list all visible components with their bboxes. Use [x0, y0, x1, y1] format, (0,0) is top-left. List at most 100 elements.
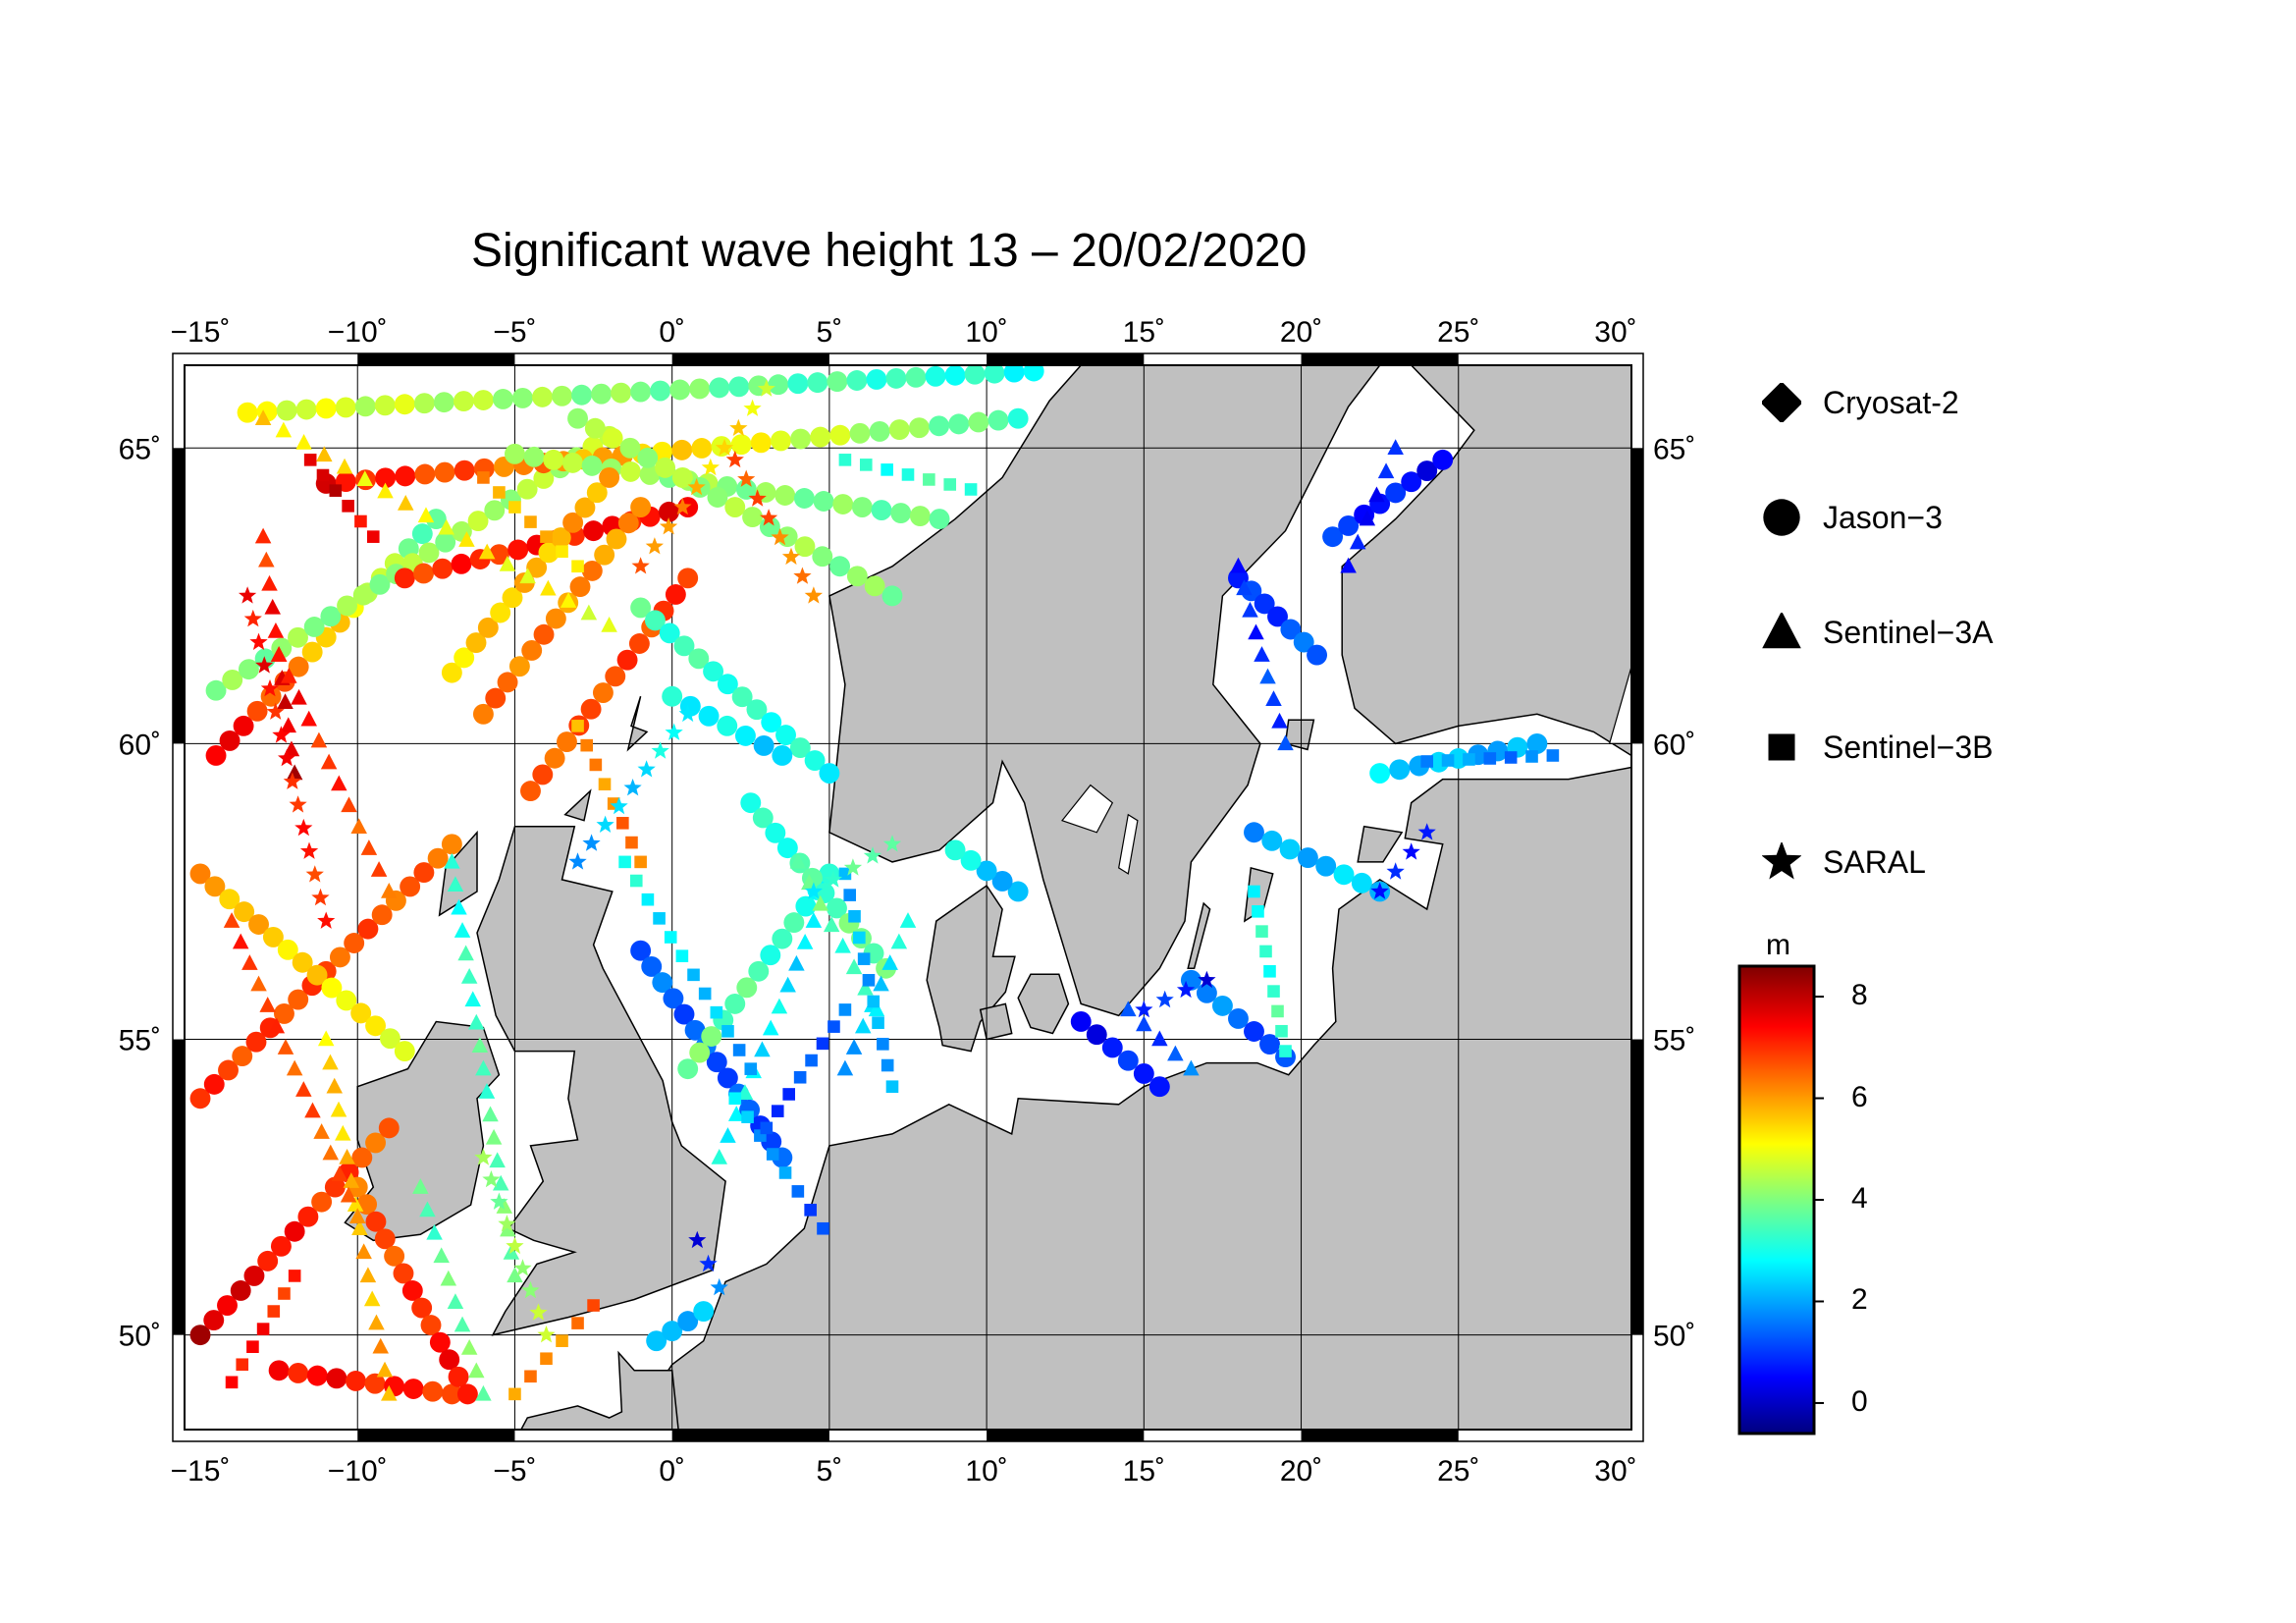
measurement-point: [838, 454, 852, 466]
measurement-point: [630, 381, 652, 403]
track-triangle-32: [444, 852, 523, 1283]
measurement-point: [485, 1128, 503, 1145]
measurement-point: [724, 993, 746, 1014]
measurement-point: [1167, 1045, 1184, 1061]
measurement-point: [594, 544, 615, 566]
brittany-land: [520, 1350, 679, 1430]
measurement-point: [1255, 925, 1268, 938]
measurement-point: [752, 807, 774, 829]
measurement-point: [465, 632, 487, 654]
measurement-point: [342, 500, 354, 513]
measurement-point: [582, 834, 601, 851]
measurement-point: [364, 1373, 386, 1394]
measurement-point: [225, 1376, 239, 1389]
measurement-point: [877, 1038, 889, 1051]
measurement-point: [311, 1191, 333, 1213]
measurement-point: [890, 503, 912, 524]
measurement-point: [305, 865, 324, 883]
lewis-land: [438, 830, 478, 917]
measurement-point: [1176, 980, 1196, 999]
track-square-52: [477, 471, 584, 573]
measurement-point: [827, 897, 847, 919]
measurement-point: [433, 1247, 450, 1264]
lon-tick-label-top: 0˚: [659, 316, 685, 349]
measurement-point: [365, 1132, 386, 1154]
measurement-point: [857, 952, 871, 965]
measurement-point: [725, 450, 744, 468]
measurement-point: [311, 888, 330, 906]
measurement-point: [766, 1148, 779, 1161]
track-triangle-30: [317, 1030, 398, 1401]
track-triangle-39: [1120, 1001, 1200, 1076]
measurement-point: [529, 1303, 548, 1321]
measurement-point: [262, 926, 284, 947]
measurement-point: [288, 989, 309, 1010]
measurement-point: [379, 1028, 400, 1050]
measurement-point: [336, 458, 353, 474]
measurement-point: [377, 482, 394, 499]
measurement-point: [376, 1361, 394, 1378]
measurement-point: [848, 909, 861, 923]
track-star-59: [631, 379, 775, 574]
measurement-point: [438, 518, 454, 535]
measurement-point: [243, 1265, 265, 1286]
measurement-point: [366, 530, 380, 543]
circle-icon: [1763, 499, 1800, 536]
track-triangle-40: [254, 409, 617, 632]
measurement-point: [354, 514, 367, 528]
measurement-point: [689, 378, 711, 400]
measurement-point: [816, 1037, 829, 1051]
measurement-point: [824, 870, 842, 888]
lat-tick-label-left: 50˚: [119, 1321, 161, 1353]
measurement-point: [350, 818, 367, 835]
measurement-point: [232, 1046, 253, 1067]
measurement-point: [748, 489, 767, 507]
measurement-point: [857, 979, 874, 996]
measurement-point: [513, 1259, 532, 1276]
measurement-point: [292, 951, 313, 973]
measurement-point: [471, 1037, 489, 1053]
measurement-point: [270, 1235, 292, 1257]
measurement-point: [1228, 1008, 1249, 1029]
measurement-point: [641, 955, 663, 977]
track-square-42: [303, 454, 380, 543]
measurement-point: [729, 418, 748, 436]
measurement-point: [863, 846, 882, 864]
measurement-point: [441, 662, 462, 683]
measurement-point: [671, 439, 693, 460]
measurement-point: [885, 1080, 899, 1094]
measurement-point: [320, 753, 338, 770]
measurement-point: [584, 417, 606, 439]
measurement-point: [264, 598, 281, 615]
legend-item: Sentinel−3B: [1762, 723, 1993, 772]
measurement-point: [384, 1245, 405, 1267]
measurement-point: [356, 470, 374, 486]
measurement-point: [793, 1070, 807, 1084]
measurement-point: [246, 700, 268, 722]
measurement-point: [268, 1017, 286, 1034]
measurement-point: [472, 390, 494, 410]
measurement-point: [641, 893, 655, 906]
frame-segment-bottom: [1301, 1430, 1459, 1441]
measurement-point: [1136, 1015, 1152, 1032]
measurement-point: [807, 372, 828, 394]
measurement-point: [664, 931, 677, 944]
star-icon: [1762, 842, 1801, 880]
measurement-point: [335, 1124, 351, 1141]
measurement-point: [374, 1228, 396, 1250]
measurement-point: [336, 990, 357, 1011]
measurement-point: [790, 428, 812, 450]
measurement-point: [1211, 995, 1233, 1016]
measurement-point: [370, 861, 388, 877]
measurement-point: [793, 488, 815, 509]
measurement-point: [925, 365, 946, 387]
lon-tick-label-bottom: −15˚: [171, 1455, 231, 1488]
measurement-point: [1351, 872, 1372, 893]
measurement-point: [665, 723, 683, 740]
measurement-point: [630, 597, 652, 619]
frame-segment-bottom: [987, 1430, 1145, 1441]
measurement-point: [760, 945, 781, 966]
measurement-point: [872, 1016, 884, 1029]
measurement-point: [1198, 970, 1216, 989]
measurement-point: [611, 382, 632, 404]
